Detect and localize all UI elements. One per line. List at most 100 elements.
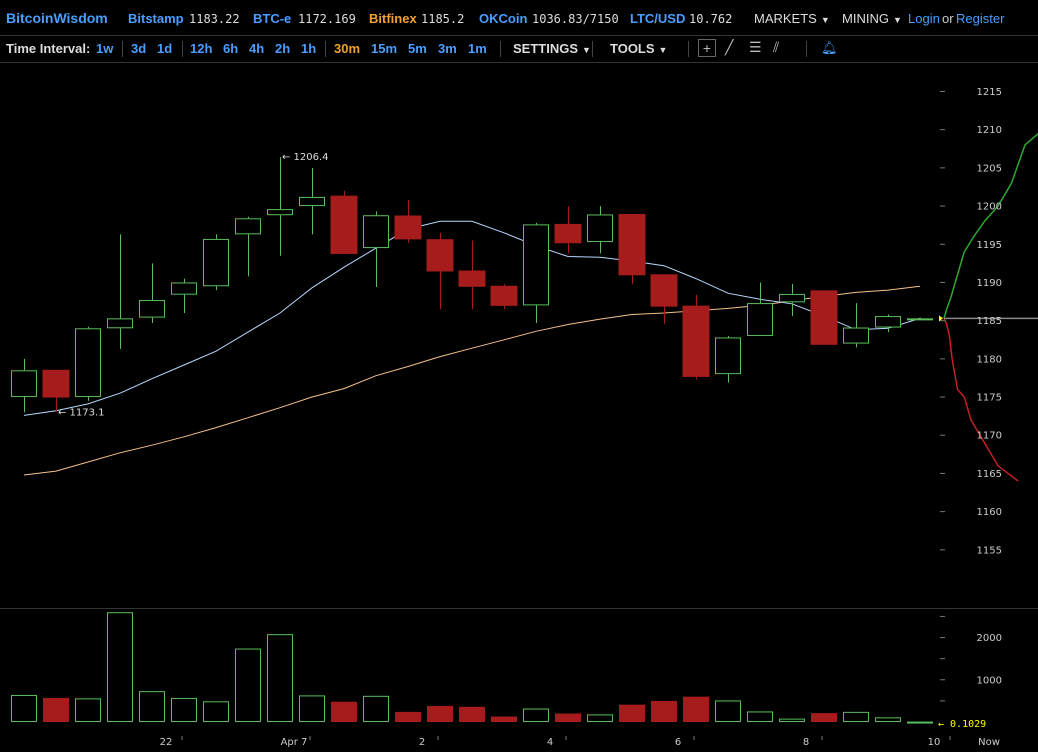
volume-bar-down bbox=[395, 711, 421, 722]
volume-bar-up bbox=[779, 718, 805, 722]
interval-4h[interactable]: 4h bbox=[249, 41, 265, 56]
candle-body-up bbox=[235, 218, 261, 235]
volume-bar-up bbox=[875, 717, 901, 722]
candle-body-down bbox=[426, 239, 454, 272]
candle-body-down bbox=[618, 213, 646, 276]
candle-body-up bbox=[779, 293, 805, 303]
crosshair-icon[interactable]: + bbox=[698, 39, 716, 57]
candle-body-up bbox=[139, 300, 165, 318]
candle-body-down bbox=[42, 369, 70, 398]
mining-menu[interactable]: MINING ▼ bbox=[842, 11, 902, 26]
last-price-marker bbox=[939, 315, 943, 322]
price-tick-label: 1195 bbox=[977, 240, 1002, 251]
time-now-label: Now bbox=[978, 737, 1000, 748]
interval-3d[interactable]: 3d bbox=[131, 41, 147, 56]
interval-15m[interactable]: 15m bbox=[371, 41, 398, 56]
brand-logo[interactable]: BitcoinWisdom bbox=[6, 10, 108, 26]
chevron-down-icon: ▼ bbox=[892, 15, 902, 25]
exchange-bitfinex-link[interactable]: Bitfinex bbox=[369, 11, 417, 26]
tools-menu-label: TOOLS bbox=[610, 41, 655, 56]
markets-menu-label: MARKETS bbox=[754, 11, 817, 26]
volume-bar-up bbox=[299, 695, 325, 723]
exchange-btce-price: 1172.169 bbox=[298, 12, 356, 26]
mining-menu-label: MINING bbox=[842, 11, 889, 26]
register-link[interactable]: Register bbox=[956, 11, 1005, 26]
volume-bar-down bbox=[811, 713, 837, 722]
candle-body-down bbox=[330, 195, 358, 254]
time-interval-label: Time Interval: bbox=[6, 41, 91, 56]
volume-bar-up bbox=[235, 648, 261, 722]
volume-bar-up bbox=[587, 714, 613, 723]
market-depth bbox=[943, 132, 1038, 482]
price-tick-label: 1170 bbox=[977, 431, 1002, 442]
volume-bar-up bbox=[523, 708, 549, 723]
exchange-okcoin-link[interactable]: OKCoin bbox=[479, 11, 528, 26]
toolbar-divider bbox=[122, 41, 123, 57]
interval-2h[interactable]: 2h bbox=[275, 41, 291, 56]
time-tick-label: 22 bbox=[160, 737, 173, 748]
interval-3m[interactable]: 3m bbox=[438, 41, 457, 56]
bell-icon[interactable]: 🔔︎ bbox=[821, 40, 838, 55]
volume-bar-up bbox=[139, 691, 165, 723]
interval-1m[interactable]: 1m bbox=[468, 41, 487, 56]
tools-menu[interactable]: TOOLS ▼ bbox=[610, 41, 667, 56]
volume-bar-down bbox=[555, 713, 581, 722]
time-tick-label: 10 bbox=[928, 737, 941, 748]
interval-1h[interactable]: 1h bbox=[301, 41, 317, 56]
interval-1d[interactable]: 1d bbox=[157, 41, 173, 56]
volume-bar-up bbox=[843, 711, 869, 722]
fan-icon[interactable]: ⫽ bbox=[773, 39, 780, 55]
candle-body-down bbox=[810, 290, 838, 345]
exchange-bitstamp-price: 1183.22 bbox=[189, 12, 240, 26]
horizontal-lines-icon[interactable]: ☰ bbox=[749, 39, 762, 55]
volume-bar-up bbox=[267, 634, 293, 723]
volume-cursor-label: ← 0.1029 bbox=[938, 719, 986, 730]
time-tick-label: Apr 7 bbox=[281, 737, 308, 748]
candle-body-up bbox=[363, 215, 389, 249]
login-link[interactable]: Login bbox=[908, 11, 940, 26]
volume-tick-label: 2000 bbox=[977, 633, 1002, 644]
volume-bar-down bbox=[683, 696, 709, 722]
volume-bar-up bbox=[171, 697, 197, 723]
toolbar-divider bbox=[500, 41, 501, 57]
candle-body-up bbox=[587, 214, 613, 242]
time-tick-label: 6 bbox=[675, 737, 681, 748]
interval-5m[interactable]: 5m bbox=[408, 41, 427, 56]
volume-bar-down bbox=[651, 700, 677, 722]
line-draw-icon[interactable]: ╱ bbox=[725, 39, 734, 55]
volume-bars bbox=[11, 612, 933, 724]
settings-menu[interactable]: SETTINGS ▼ bbox=[513, 41, 591, 56]
interval-1w[interactable]: 1w bbox=[96, 41, 114, 56]
volume-bar-down bbox=[459, 706, 485, 722]
price-tick-label: 1215 bbox=[977, 87, 1002, 98]
exchange-bitstamp-link[interactable]: Bitstamp bbox=[128, 11, 184, 26]
price-tick-label: 1160 bbox=[977, 507, 1002, 518]
markets-menu[interactable]: MARKETS ▼ bbox=[754, 11, 830, 26]
candle-body-up bbox=[203, 238, 229, 287]
exchange-ltcusd-link[interactable]: LTC/USD bbox=[630, 11, 686, 26]
chart-annotations: ← 1206.4 ← 1173.1 ← 0.1029 bbox=[58, 152, 986, 730]
toolbar-divider bbox=[806, 41, 807, 57]
low-price-annotation: ← 1173.1 bbox=[58, 408, 105, 419]
time-axis: 22 Apr 7 2 4 6 8 10 Now bbox=[160, 736, 1000, 748]
candle-body-up bbox=[523, 224, 549, 306]
price-tick-label: 1185 bbox=[977, 316, 1002, 327]
volume-bar-down bbox=[427, 705, 453, 722]
candle-body-up bbox=[907, 318, 933, 321]
price-tick-label: 1205 bbox=[977, 163, 1002, 174]
time-tick-label: 2 bbox=[419, 737, 425, 748]
interval-12h[interactable]: 12h bbox=[190, 41, 213, 56]
top-navigation-bar: BitcoinWisdom Bitstamp 1183.22 BTC-e 117… bbox=[0, 0, 1038, 36]
candle-body-up bbox=[875, 316, 901, 328]
price-chart[interactable]: 1215 1210 1205 1200 1195 1190 1185 1180 1175 1170… bbox=[0, 62, 1038, 752]
interval-6h[interactable]: 6h bbox=[223, 41, 239, 56]
exchange-btce-link[interactable]: BTC-e bbox=[253, 11, 292, 26]
candle-body-down bbox=[650, 274, 678, 307]
interval-30m[interactable]: 30m bbox=[334, 41, 361, 56]
candle-body-up bbox=[843, 327, 869, 344]
toolbar-divider bbox=[592, 41, 593, 57]
volume-bar-up bbox=[107, 612, 133, 723]
volume-bar-up bbox=[907, 721, 933, 724]
volume-bar-down bbox=[43, 697, 69, 722]
volume-bar-down bbox=[619, 704, 645, 722]
